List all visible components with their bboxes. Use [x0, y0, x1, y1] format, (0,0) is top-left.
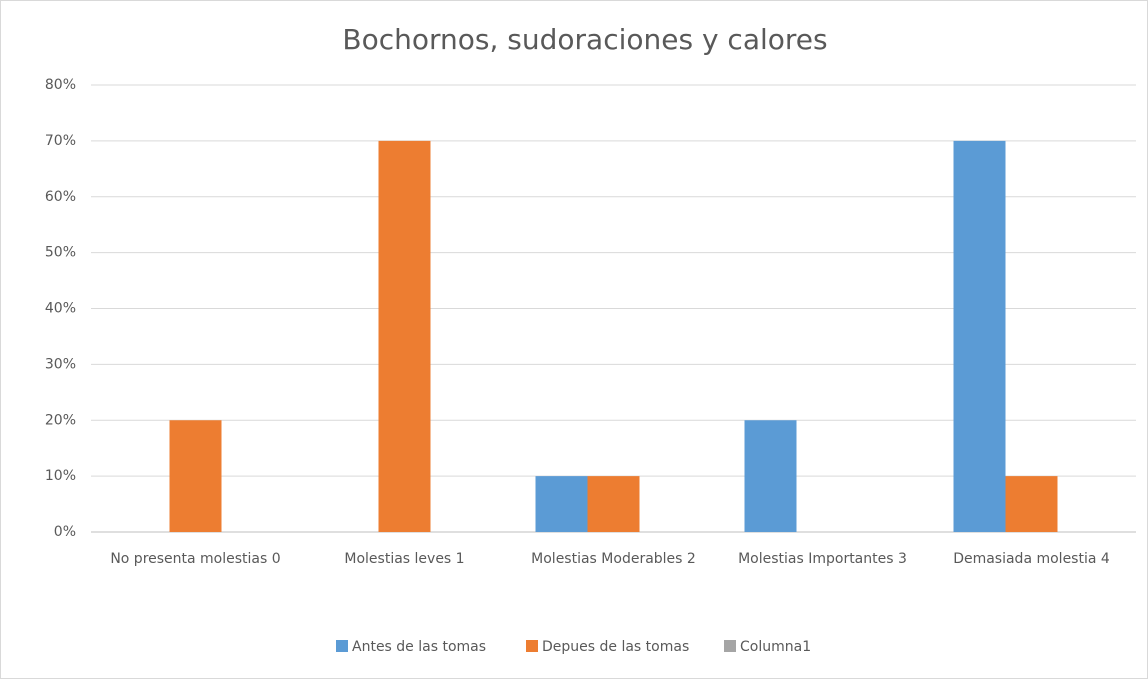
legend-swatch [336, 640, 348, 652]
legend-swatch [724, 640, 736, 652]
y-tick-label: 30% [45, 356, 76, 372]
x-tick-label: Molestias leves 1 [344, 551, 465, 567]
bar [535, 476, 588, 532]
bar [1005, 476, 1058, 532]
y-tick-label: 20% [45, 412, 76, 428]
x-tick-label: Molestias Moderables 2 [531, 551, 696, 567]
y-tick-label: 0% [54, 524, 76, 540]
bar [169, 420, 222, 532]
y-tick-label: 60% [45, 189, 76, 205]
x-tick-label: No presenta molestias 0 [110, 551, 281, 567]
bar [378, 140, 431, 532]
chart-title: Bochornos, sudoraciones y calores [342, 23, 827, 56]
bar [744, 420, 797, 532]
bar [953, 140, 1006, 532]
x-tick-label: Demasiada molestia 4 [953, 551, 1110, 567]
legend-label: Columna1 [740, 639, 811, 655]
legend-label: Antes de las tomas [352, 639, 486, 655]
y-tick-label: 10% [45, 468, 76, 484]
bar [587, 476, 640, 532]
y-tick-label: 50% [45, 245, 76, 261]
legend-label: Depues de las tomas [542, 639, 689, 655]
y-tick-label: 40% [45, 301, 76, 317]
legend-swatch [526, 640, 538, 652]
y-tick-label: 80% [45, 77, 76, 93]
y-tick-label: 70% [45, 133, 76, 149]
x-tick-label: Molestias Importantes 3 [738, 551, 907, 567]
